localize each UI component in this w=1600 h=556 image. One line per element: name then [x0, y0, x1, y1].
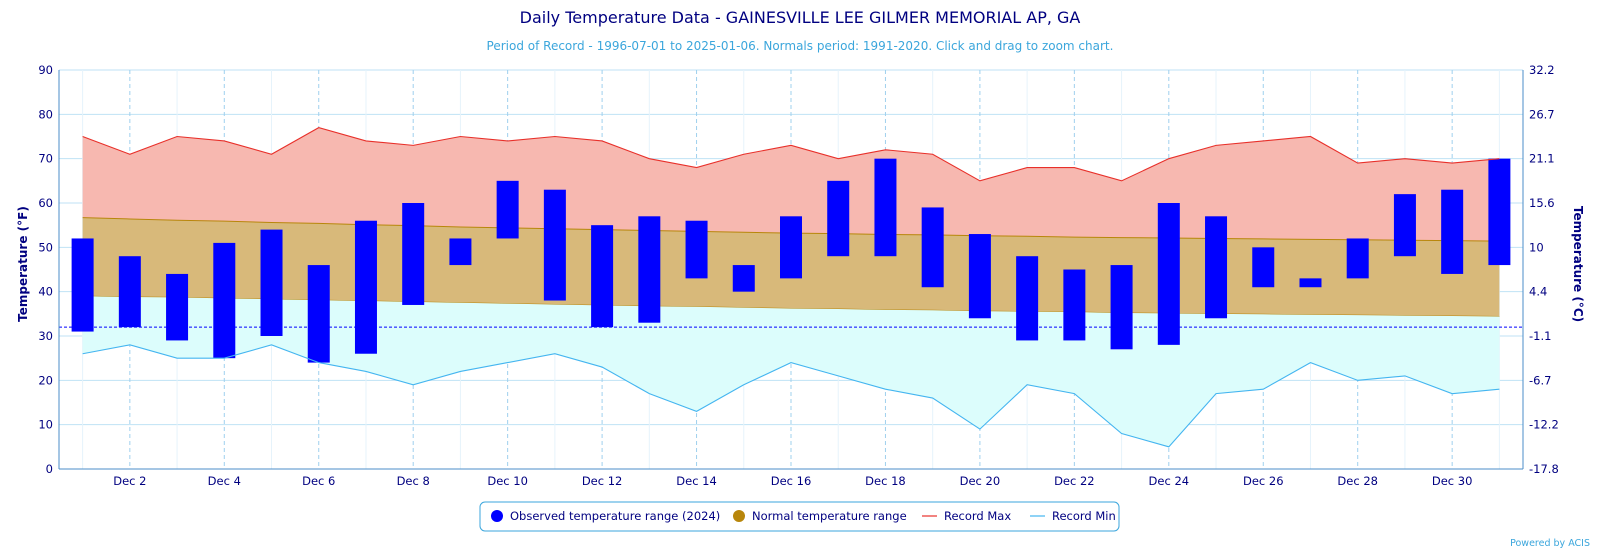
observed-range-bar — [1393, 194, 1416, 257]
observed-range-bar — [118, 256, 141, 328]
observed-range-bar — [496, 180, 519, 239]
observed-range-bar — [685, 220, 708, 279]
observed-range-bar — [1441, 189, 1464, 274]
y-tick-label-left: 30 — [38, 329, 53, 343]
y-tick-label-left: 60 — [38, 196, 53, 210]
x-tick-label: Dec 6 — [302, 474, 335, 488]
x-tick-label: Dec 16 — [771, 474, 812, 488]
legend-item-normal[interactable]: Normal temperature range — [733, 509, 907, 523]
legend-observed-label: Observed temperature range (2024) — [510, 509, 720, 523]
y-tick-label-right: -12.2 — [1529, 418, 1559, 432]
y-tick-label-left: 20 — [38, 373, 53, 387]
x-tick-label: Dec 4 — [208, 474, 241, 488]
record-max-area — [82, 127, 1500, 242]
x-tick-label: Dec 24 — [1149, 474, 1190, 488]
x-tick-label: Dec 28 — [1337, 474, 1378, 488]
observed-range-bar — [1016, 256, 1039, 341]
x-tick-label: Dec 14 — [676, 474, 717, 488]
observed-range-bar — [260, 229, 283, 336]
observed-range-bar — [307, 265, 330, 363]
x-tick-label: Dec 26 — [1243, 474, 1284, 488]
legend-record-max-label: Record Max — [944, 509, 1011, 523]
observed-range-bar — [1488, 158, 1511, 266]
chart-title: Daily Temperature Data - GAINESVILLE LEE… — [520, 8, 1081, 27]
y-tick-label-right: 21.1 — [1529, 152, 1555, 166]
axis-layer: 0 10 20 30 40 50 60 70 80 90 -17.8 -12.2 -6.7 -1.1 4.4… — [38, 63, 1558, 488]
observed-range-bar — [1346, 238, 1369, 279]
y-tick-label-left: 70 — [38, 152, 53, 166]
x-tick-label: Dec 30 — [1432, 474, 1473, 488]
y-tick-label-right: 15.6 — [1529, 196, 1555, 210]
y-tick-label-left: 80 — [38, 107, 53, 121]
observed-range-bar — [827, 180, 850, 257]
x-tick-label: Dec 2 — [113, 474, 146, 488]
observed-range-bar — [213, 242, 236, 359]
observed-range-bar — [1063, 269, 1086, 341]
y-tick-label-left: 40 — [38, 285, 53, 299]
record-min-area — [82, 296, 1500, 447]
y-tick-label-right: 10 — [1529, 240, 1544, 254]
legend-observed-dot-icon — [491, 510, 503, 522]
record-max-line — [82, 127, 1500, 182]
line-layer — [82, 127, 1500, 448]
x-tick-label: Dec 22 — [1054, 474, 1095, 488]
legend-item-observed[interactable]: Observed temperature range (2024) — [491, 509, 720, 523]
y-tick-label-right: -6.7 — [1529, 373, 1551, 387]
observed-range-bar — [732, 265, 755, 292]
x-tick-label: Dec 18 — [865, 474, 906, 488]
x-tick-label: Dec 12 — [582, 474, 623, 488]
observed-range-bar — [543, 189, 566, 301]
y-axis-title-right: Temperature (°C) — [1571, 206, 1585, 322]
y-tick-label-right: 26.7 — [1529, 107, 1555, 121]
observed-range-bar — [1252, 247, 1275, 288]
observed-range-bar — [449, 238, 472, 266]
observed-range-bar — [402, 203, 425, 305]
y-tick-label-left: 50 — [38, 240, 53, 254]
x-tick-label: Dec 20 — [960, 474, 1001, 488]
observed-range-bar — [1299, 278, 1322, 288]
y-tick-label-right: -1.1 — [1529, 329, 1551, 343]
observed-range-bar — [638, 216, 661, 323]
y-tick-label-left: 90 — [38, 63, 53, 77]
y-axis-title-left: Temperature (°F) — [16, 206, 30, 322]
y-tick-label-right: -17.8 — [1529, 462, 1559, 476]
chart-subtitle: Period of Record - 1996-07-01 to 2025-01… — [487, 39, 1114, 53]
y-tick-label-right: 32.2 — [1529, 63, 1555, 77]
record-min-line — [82, 344, 1500, 448]
x-tick-label: Dec 10 — [487, 474, 528, 488]
observed-range-bar — [166, 273, 189, 341]
observed-range-bar — [921, 207, 944, 288]
observed-range-bar — [1110, 265, 1133, 350]
legend-normal-dot-icon — [733, 510, 745, 522]
x-tick-label: Dec 8 — [397, 474, 430, 488]
legend-box — [479, 501, 1120, 532]
legend-item-record-max[interactable]: Record Max — [922, 509, 1011, 523]
y-tick-label-left: 0 — [46, 462, 53, 476]
observed-range-bar — [780, 216, 802, 279]
observed-range-bar — [591, 225, 614, 328]
legend-record-min-label: Record Min — [1052, 509, 1116, 523]
observed-range-bar — [874, 158, 897, 257]
legend-normal-label: Normal temperature range — [752, 509, 907, 523]
area-layer — [59, 127, 1523, 447]
observed-range-bar — [968, 234, 991, 319]
credit-link[interactable]: Powered by ACIS — [1510, 538, 1590, 549]
observed-range-bar — [1157, 203, 1180, 345]
bar-layer — [71, 158, 1511, 363]
observed-range-bar — [71, 238, 94, 332]
observed-range-bar — [354, 220, 377, 354]
legend: Observed temperature range (2024) Normal… — [479, 501, 1120, 532]
legend-item-record-min[interactable]: Record Min — [1030, 509, 1116, 523]
observed-range-bar — [1205, 216, 1228, 319]
y-tick-label-right: 4.4 — [1529, 285, 1547, 299]
y-tick-label-left: 10 — [38, 418, 53, 432]
